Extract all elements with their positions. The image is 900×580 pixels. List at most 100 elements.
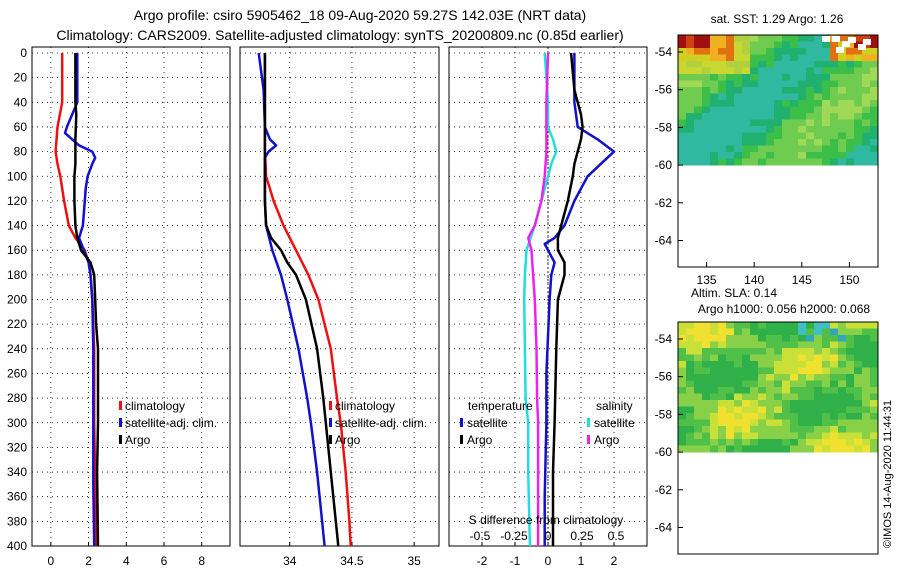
- map-cell: [710, 126, 719, 133]
- map-cell: [838, 100, 847, 107]
- map-cell: [862, 361, 871, 368]
- map-cell: [854, 361, 863, 368]
- map-cell: [750, 328, 759, 336]
- map-cell: [694, 374, 703, 381]
- map-cell: [678, 322, 687, 329]
- map-cell: [798, 126, 807, 133]
- map-cell: [838, 35, 847, 42]
- map-cell: [750, 393, 759, 401]
- map-cell: [694, 432, 703, 440]
- map-cell: [734, 132, 743, 140]
- map-cell: [678, 126, 687, 133]
- map-cell: [766, 413, 775, 420]
- map-cell: [854, 93, 863, 101]
- map-cell: [870, 100, 879, 107]
- map-cell: [750, 426, 759, 433]
- map-cell: [862, 445, 871, 453]
- map-cell: [678, 74, 687, 81]
- map-cell: [734, 126, 743, 133]
- map-cell: [846, 132, 855, 140]
- map-cell: [774, 74, 783, 81]
- map-cell: [686, 322, 695, 329]
- map-cell: [678, 367, 687, 375]
- map-cell: [838, 328, 847, 336]
- map-cell: [838, 113, 847, 120]
- y-tick-label: 280: [7, 391, 27, 405]
- map-cell: [790, 322, 799, 329]
- map-cell: [806, 113, 815, 120]
- map-cell: [806, 126, 815, 133]
- map-cell: [766, 335, 775, 342]
- map-cell: [702, 439, 711, 446]
- map-cell: [718, 126, 727, 133]
- map-cell: [758, 348, 767, 355]
- map-cell: [814, 393, 823, 401]
- map-y-tick-label: -54: [655, 45, 673, 59]
- map-cell: [862, 419, 871, 427]
- map-cell: [742, 413, 751, 420]
- map-cell: [678, 119, 687, 127]
- map-cell: [694, 387, 703, 394]
- map-cell: [726, 406, 735, 414]
- map-cell: [814, 445, 823, 453]
- map-cell: [782, 100, 791, 107]
- map-cell: [838, 132, 847, 140]
- map-cell: [806, 367, 815, 375]
- map-cell: [758, 432, 767, 440]
- map-cell: [678, 61, 687, 68]
- map-cell: [726, 361, 735, 368]
- map-x-tick-label: 140: [744, 273, 764, 287]
- map-cell: [862, 106, 871, 114]
- map-cell: [758, 152, 767, 159]
- map-cell: [702, 61, 711, 68]
- map-cell: [806, 419, 815, 427]
- salinity-panel-frame: [239, 46, 440, 547]
- map-cell: [742, 87, 751, 94]
- map-cell: [702, 393, 711, 401]
- map-cell: [838, 126, 847, 133]
- map-cell: [734, 439, 743, 446]
- map-cell: [702, 48, 711, 55]
- map-cell: [822, 341, 831, 349]
- map-cell: [830, 61, 839, 68]
- map-cell: [798, 119, 807, 127]
- map-cell: [710, 67, 719, 75]
- map-cell: [686, 132, 695, 140]
- map-x-tick-label: 145: [792, 273, 812, 287]
- map-cell: [774, 139, 783, 146]
- map-cell: [710, 328, 719, 336]
- map-cell: [798, 145, 807, 153]
- map-cell: [782, 367, 791, 375]
- map-cell: [862, 374, 871, 381]
- x-tick-label: 0: [48, 554, 55, 568]
- map-cell: [702, 67, 711, 75]
- series-line-temperature-argo: [551, 52, 584, 546]
- map-cell: [766, 132, 775, 140]
- map-cell: [710, 132, 719, 140]
- map-cell: [870, 419, 879, 427]
- map-cell: [782, 426, 791, 433]
- map-cell: [790, 354, 799, 362]
- map-cell: [710, 335, 719, 342]
- map-cell: [814, 341, 823, 349]
- map-cell: [798, 348, 807, 355]
- map-cell: [718, 61, 727, 68]
- map-cell: [702, 35, 711, 42]
- map-y-tick-label: -58: [655, 407, 673, 421]
- map-cell: [830, 406, 839, 414]
- map-cell: [694, 145, 703, 153]
- map-cell: [782, 158, 791, 166]
- map-cell: [694, 61, 703, 68]
- map-cell: [758, 74, 767, 81]
- map-cell: [838, 348, 847, 355]
- x-tick-label: 6: [161, 554, 168, 568]
- x-tick-label: 2: [611, 554, 618, 568]
- map-y-tick-label: -62: [655, 483, 673, 497]
- map-cell: [774, 354, 783, 362]
- map-cell: [854, 354, 863, 362]
- map-cell: [790, 106, 799, 114]
- series-line-argo: [263, 53, 340, 547]
- map-cell: [734, 67, 743, 75]
- map-cell: [798, 406, 807, 414]
- map-cell: [750, 41, 759, 49]
